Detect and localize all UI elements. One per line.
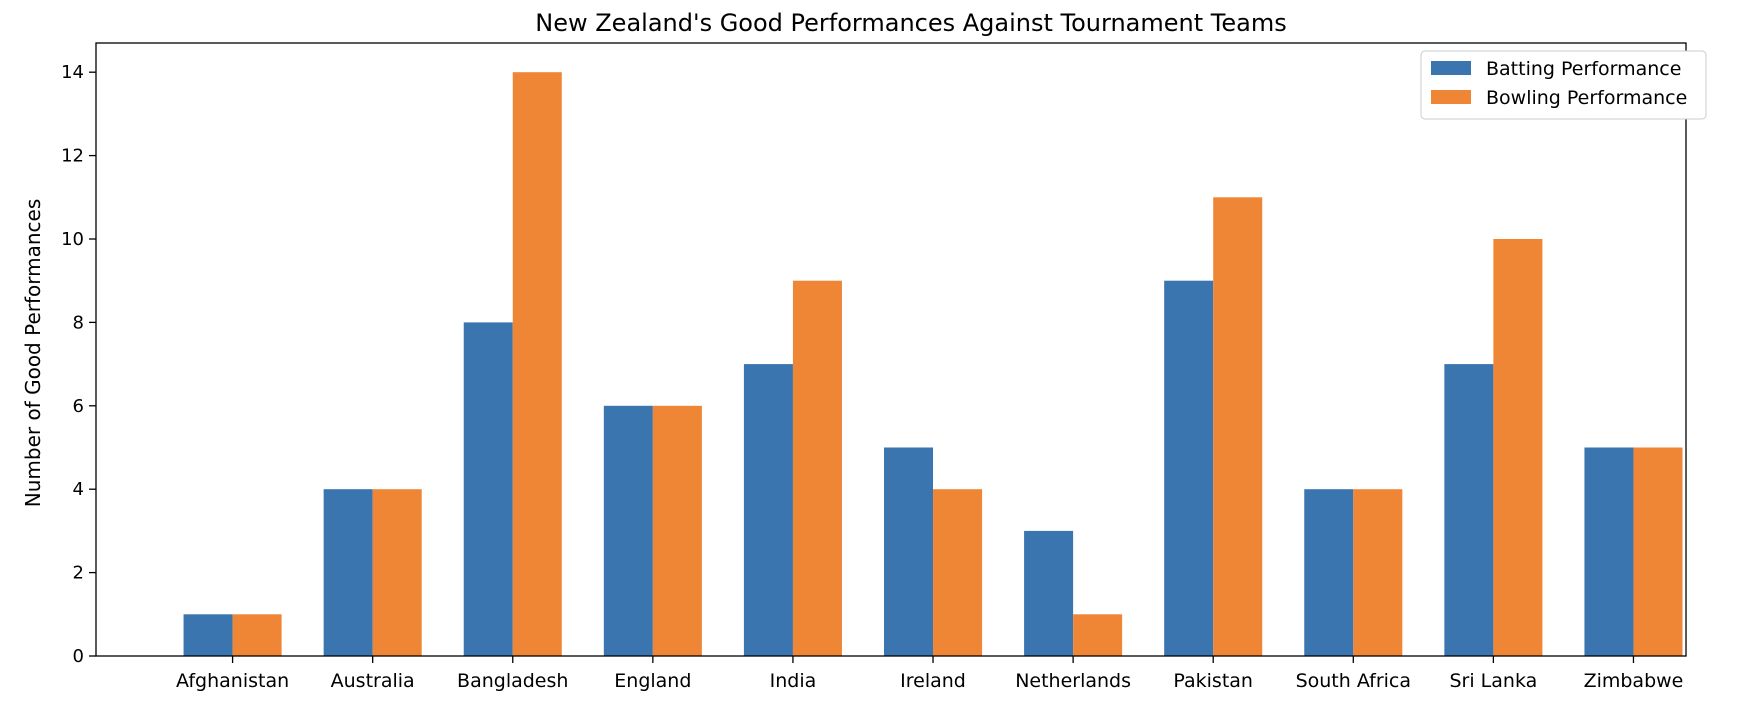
bar-batting: [1584, 447, 1634, 656]
bar-batting: [183, 614, 233, 656]
bar-batting: [323, 489, 373, 656]
bar-bowling: [1353, 489, 1403, 656]
bar-bowling: [652, 405, 702, 656]
legend-box: [1420, 50, 1707, 120]
bar-bowling: [512, 72, 562, 656]
x-tick-label: Afghanistan: [176, 670, 289, 692]
x-tick-label: Ireland: [900, 670, 966, 692]
bar-batting: [463, 322, 513, 656]
y-tick-label: 12: [61, 146, 84, 167]
bar-bowling: [792, 280, 842, 656]
x-tick-label: Pakistan: [1173, 670, 1253, 692]
plot-frame: [95, 42, 1687, 657]
bar-batting: [1024, 530, 1074, 656]
bar-batting: [743, 364, 793, 656]
y-axis: 0 2 4 6 8 10 12 14: [61, 62, 96, 667]
x-tick-label: Netherlands: [1015, 670, 1131, 692]
y-tick-label: 6: [73, 396, 84, 417]
legend-swatch: [1431, 90, 1471, 104]
bar-batting: [1164, 280, 1214, 656]
bar-batting: [1304, 489, 1354, 656]
bar-bowling: [1073, 614, 1123, 656]
legend-swatch: [1431, 61, 1471, 75]
bar-bowling: [1493, 238, 1543, 656]
y-tick-label: 2: [73, 563, 84, 584]
bar-bowling: [1213, 197, 1263, 656]
bar-bowling: [232, 614, 282, 656]
bar-bowling: [1633, 447, 1683, 656]
bar-bowling: [372, 489, 422, 656]
y-axis-label: Number of Good Performances: [21, 199, 45, 508]
x-axis: Afghanistan Australia Bangladesh England Ind…: [176, 656, 1683, 692]
x-tick-label: England: [614, 670, 691, 692]
bar-batting: [603, 405, 653, 656]
y-tick-label: 10: [61, 229, 84, 250]
x-tick-label: Zimbabwe: [1584, 670, 1684, 692]
bar-batting: [1444, 364, 1494, 656]
x-tick-label: Australia: [331, 670, 415, 692]
x-tick-label: Bangladesh: [457, 670, 568, 692]
y-tick-label: 4: [73, 479, 84, 500]
x-tick-label: Sri Lanka: [1449, 670, 1537, 692]
y-tick-label: 0: [73, 646, 84, 667]
y-tick-label: 8: [73, 312, 84, 333]
legend-label: Bowling Performance: [1486, 87, 1687, 109]
bars-group: [183, 72, 1683, 656]
x-tick-label: South Africa: [1296, 670, 1411, 692]
y-tick-label: 14: [61, 62, 84, 83]
chart-title: New Zealand's Good Performances Against …: [535, 9, 1286, 37]
legend-label: Batting Performance: [1486, 58, 1681, 80]
bar-bowling: [933, 489, 983, 656]
x-tick-label: India: [770, 670, 817, 692]
legend: Batting Performance Bowling Performance: [1420, 50, 1707, 120]
bar-batting: [883, 447, 934, 656]
